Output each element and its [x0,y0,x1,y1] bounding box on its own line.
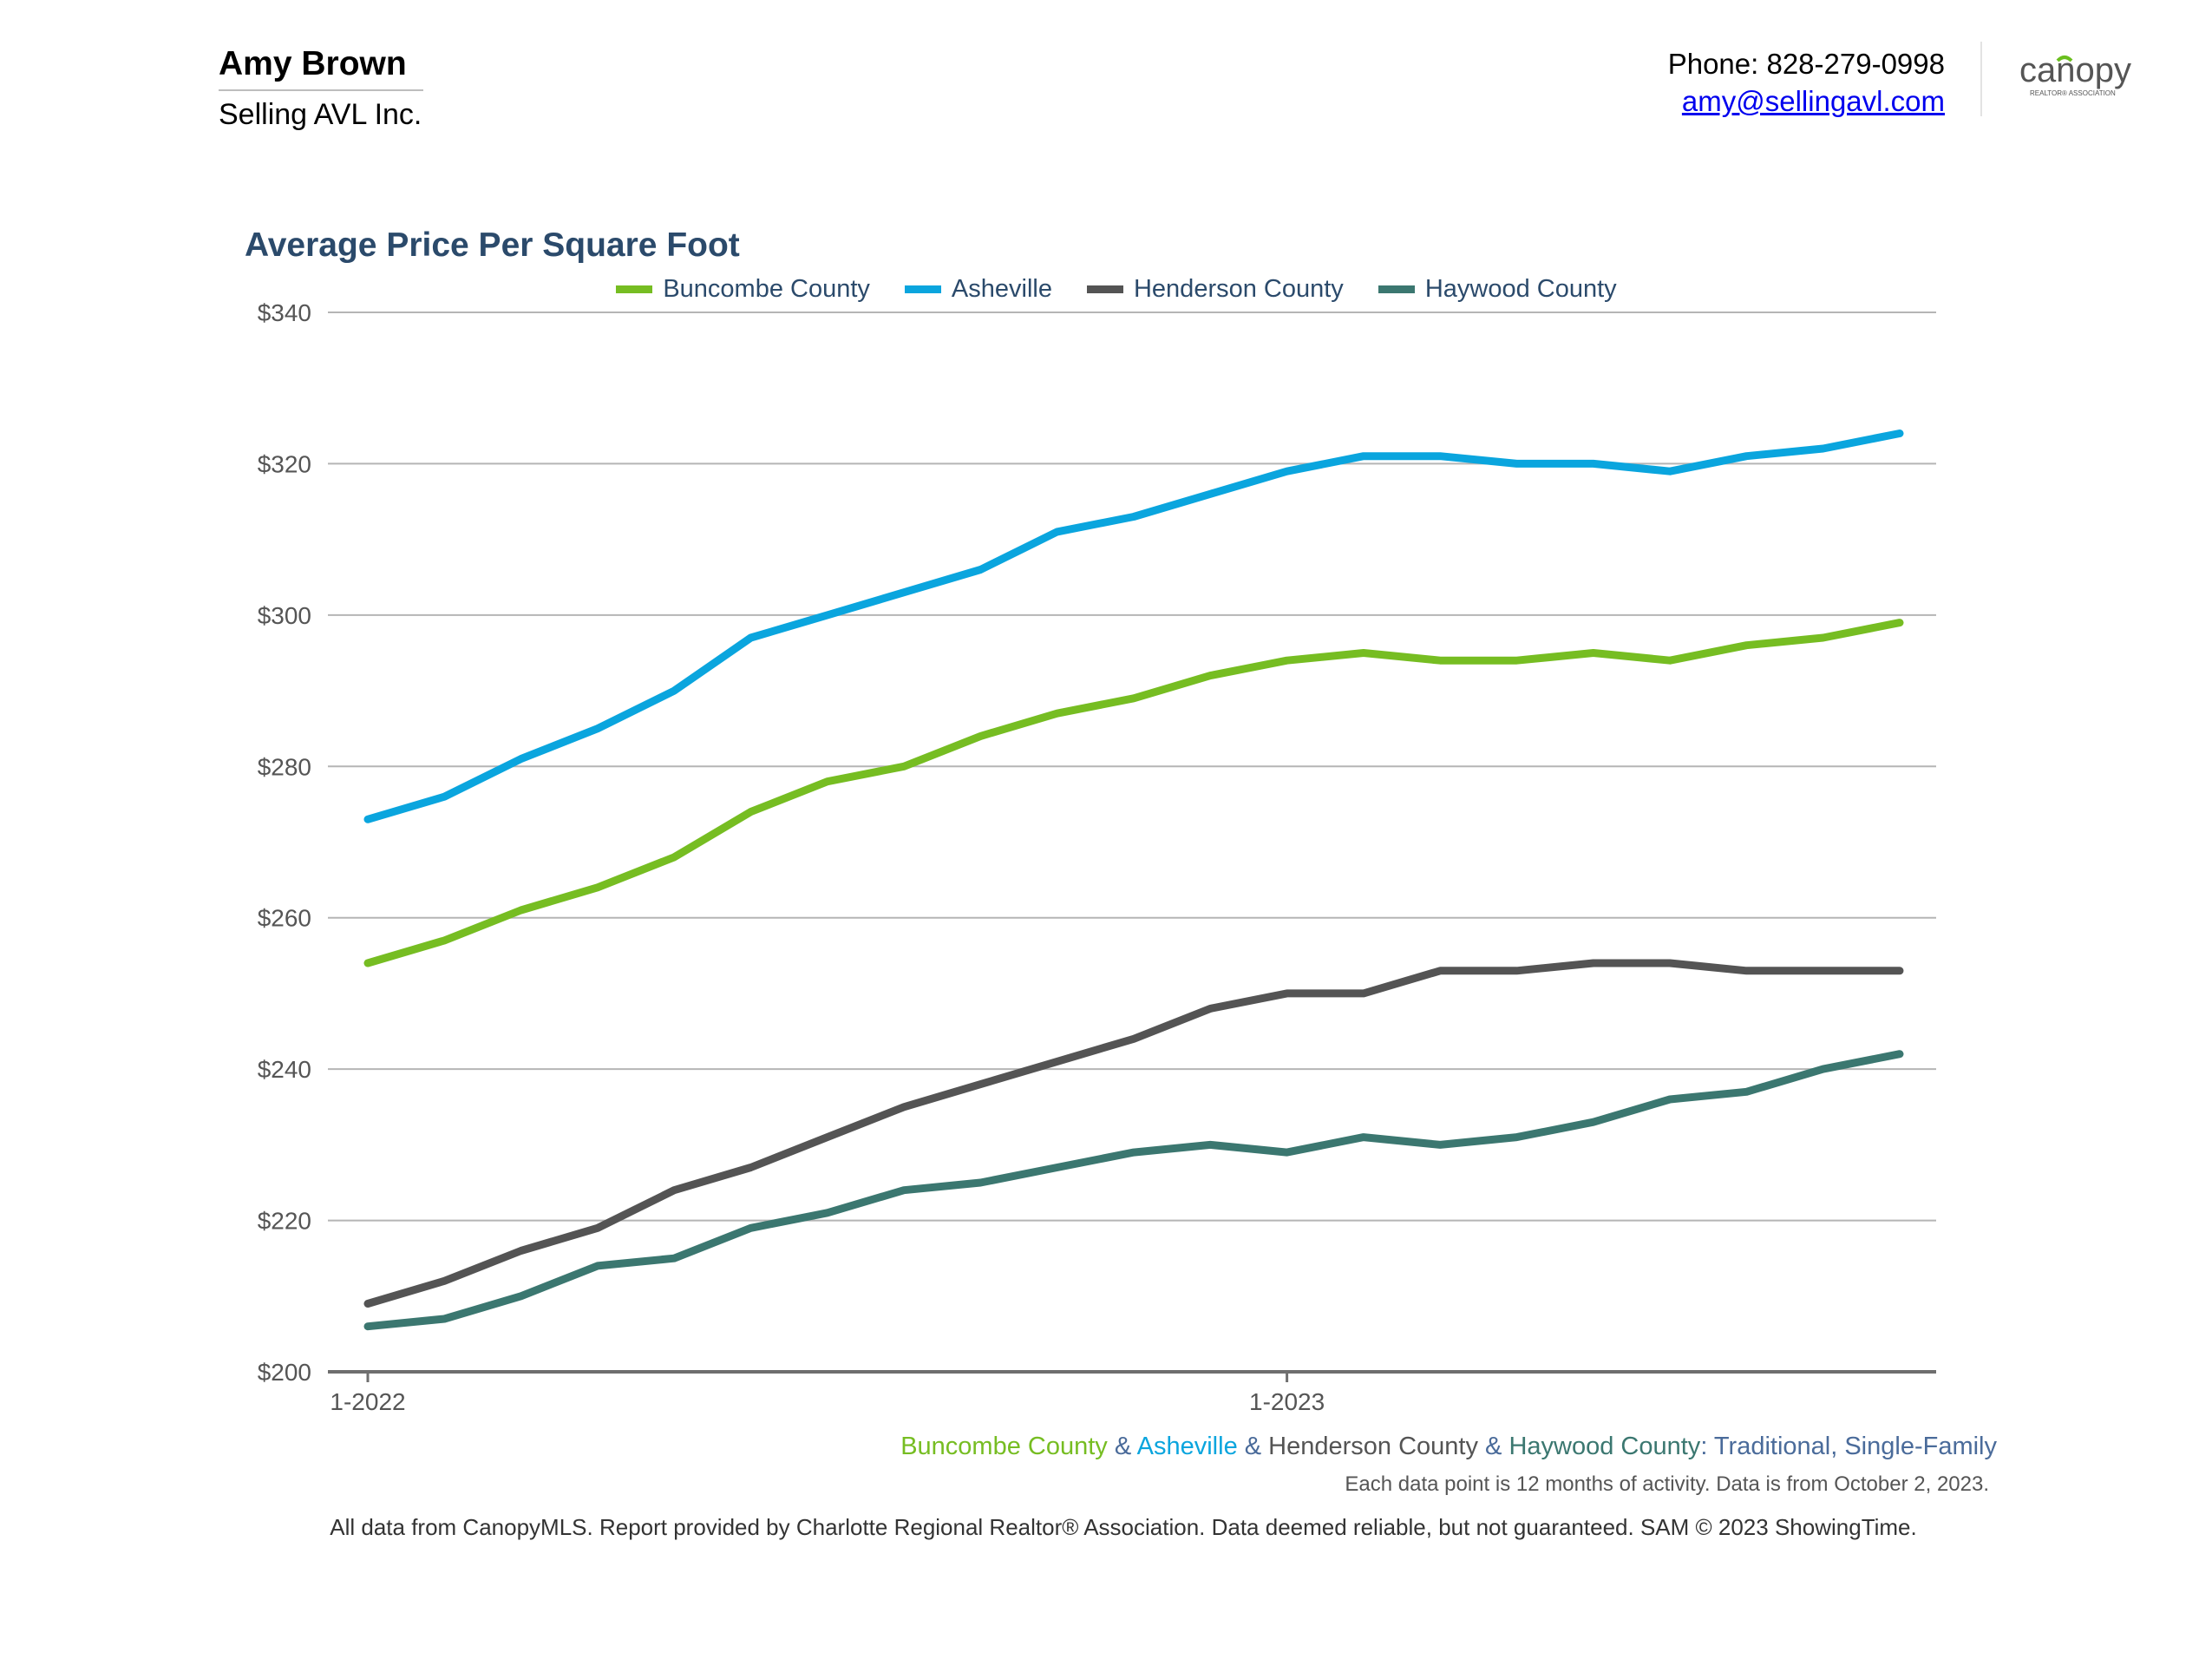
subtitle-part: Asheville [1136,1433,1238,1460]
subtitle-part: Haywood County [1508,1433,1701,1460]
agent-company: Selling AVL Inc. [219,98,422,131]
legend-label-asheville: Asheville [951,275,1052,303]
y-tick-label: $340 [258,299,311,326]
legend-item-buncombe: Buncombe County [616,272,870,306]
y-tick-label: $260 [258,905,311,932]
legend-item-haywood: Haywood County [1378,272,1617,306]
series-line-asheville [363,430,1904,823]
legend-label-henderson: Henderson County [1133,275,1344,303]
contact-block: Phone: 828-279-0998 amy@sellingavl.com [1668,45,1945,120]
x-tick-label: 1-2022 [330,1388,405,1415]
series-line-henderson-county [363,959,1904,1308]
subtitle-part: & [1478,1433,1509,1460]
agent-name-rule [219,89,423,91]
chart-legend: Buncombe County Asheville Henderson Coun… [0,272,2212,306]
legend-swatch-henderson [1086,285,1123,293]
header-divider [1980,42,1982,116]
legend-swatch-haywood [1378,285,1415,293]
y-tick-label: $220 [258,1208,311,1235]
y-tick-label: $280 [258,753,311,780]
footer-disclaimer: All data from CanopyMLS. Report provided… [330,1514,1917,1540]
y-tick-label: $200 [258,1359,311,1386]
chart-subtitle: Buncombe County & Asheville & Henderson … [900,1430,1997,1463]
y-tick-label: $300 [258,602,311,629]
y-tick-label: $320 [258,450,311,477]
series-line-haywood-county [363,1050,1904,1331]
legend-item-asheville: Asheville [904,272,1052,306]
contact-phone: Phone: 828-279-0998 [1667,48,1945,80]
subtitle-part: & [1237,1433,1269,1460]
legend-swatch-buncombe [616,285,653,293]
data-note: Each data point is 12 months of activity… [1345,1472,1989,1496]
logo-arc-icon [2056,56,2073,62]
subtitle-part: : Traditional, Single-Family [1700,1433,1997,1460]
canopy-logo: canopy REALTOR® ASSOCIATION [2019,51,2131,97]
legend-label-haywood: Haywood County [1424,275,1617,303]
y-tick-label: $240 [258,1056,311,1083]
legend-swatch-asheville [904,285,941,293]
x-tick-label: 1-2023 [1249,1388,1325,1415]
subtitle-part: Henderson County [1268,1433,1478,1460]
contact-email-link[interactable]: amy@sellingavl.com [1681,85,1945,117]
agent-name: Amy Brown [219,45,407,82]
chart-title: Average Price Per Square Foot [245,226,740,264]
legend-item-henderson: Henderson County [1086,272,1344,306]
subtitle-part: & [1107,1433,1137,1460]
series-line-buncombe-county [363,619,1904,967]
subtitle-part: Buncombe County [900,1433,1108,1460]
legend-label-buncombe: Buncombe County [663,275,870,303]
agent-block: Amy Brown Selling AVL Inc. [219,43,423,133]
logo-wordmark: canopy [2019,51,2131,89]
logo-tagline: REALTOR® ASSOCIATION [2030,89,2116,97]
